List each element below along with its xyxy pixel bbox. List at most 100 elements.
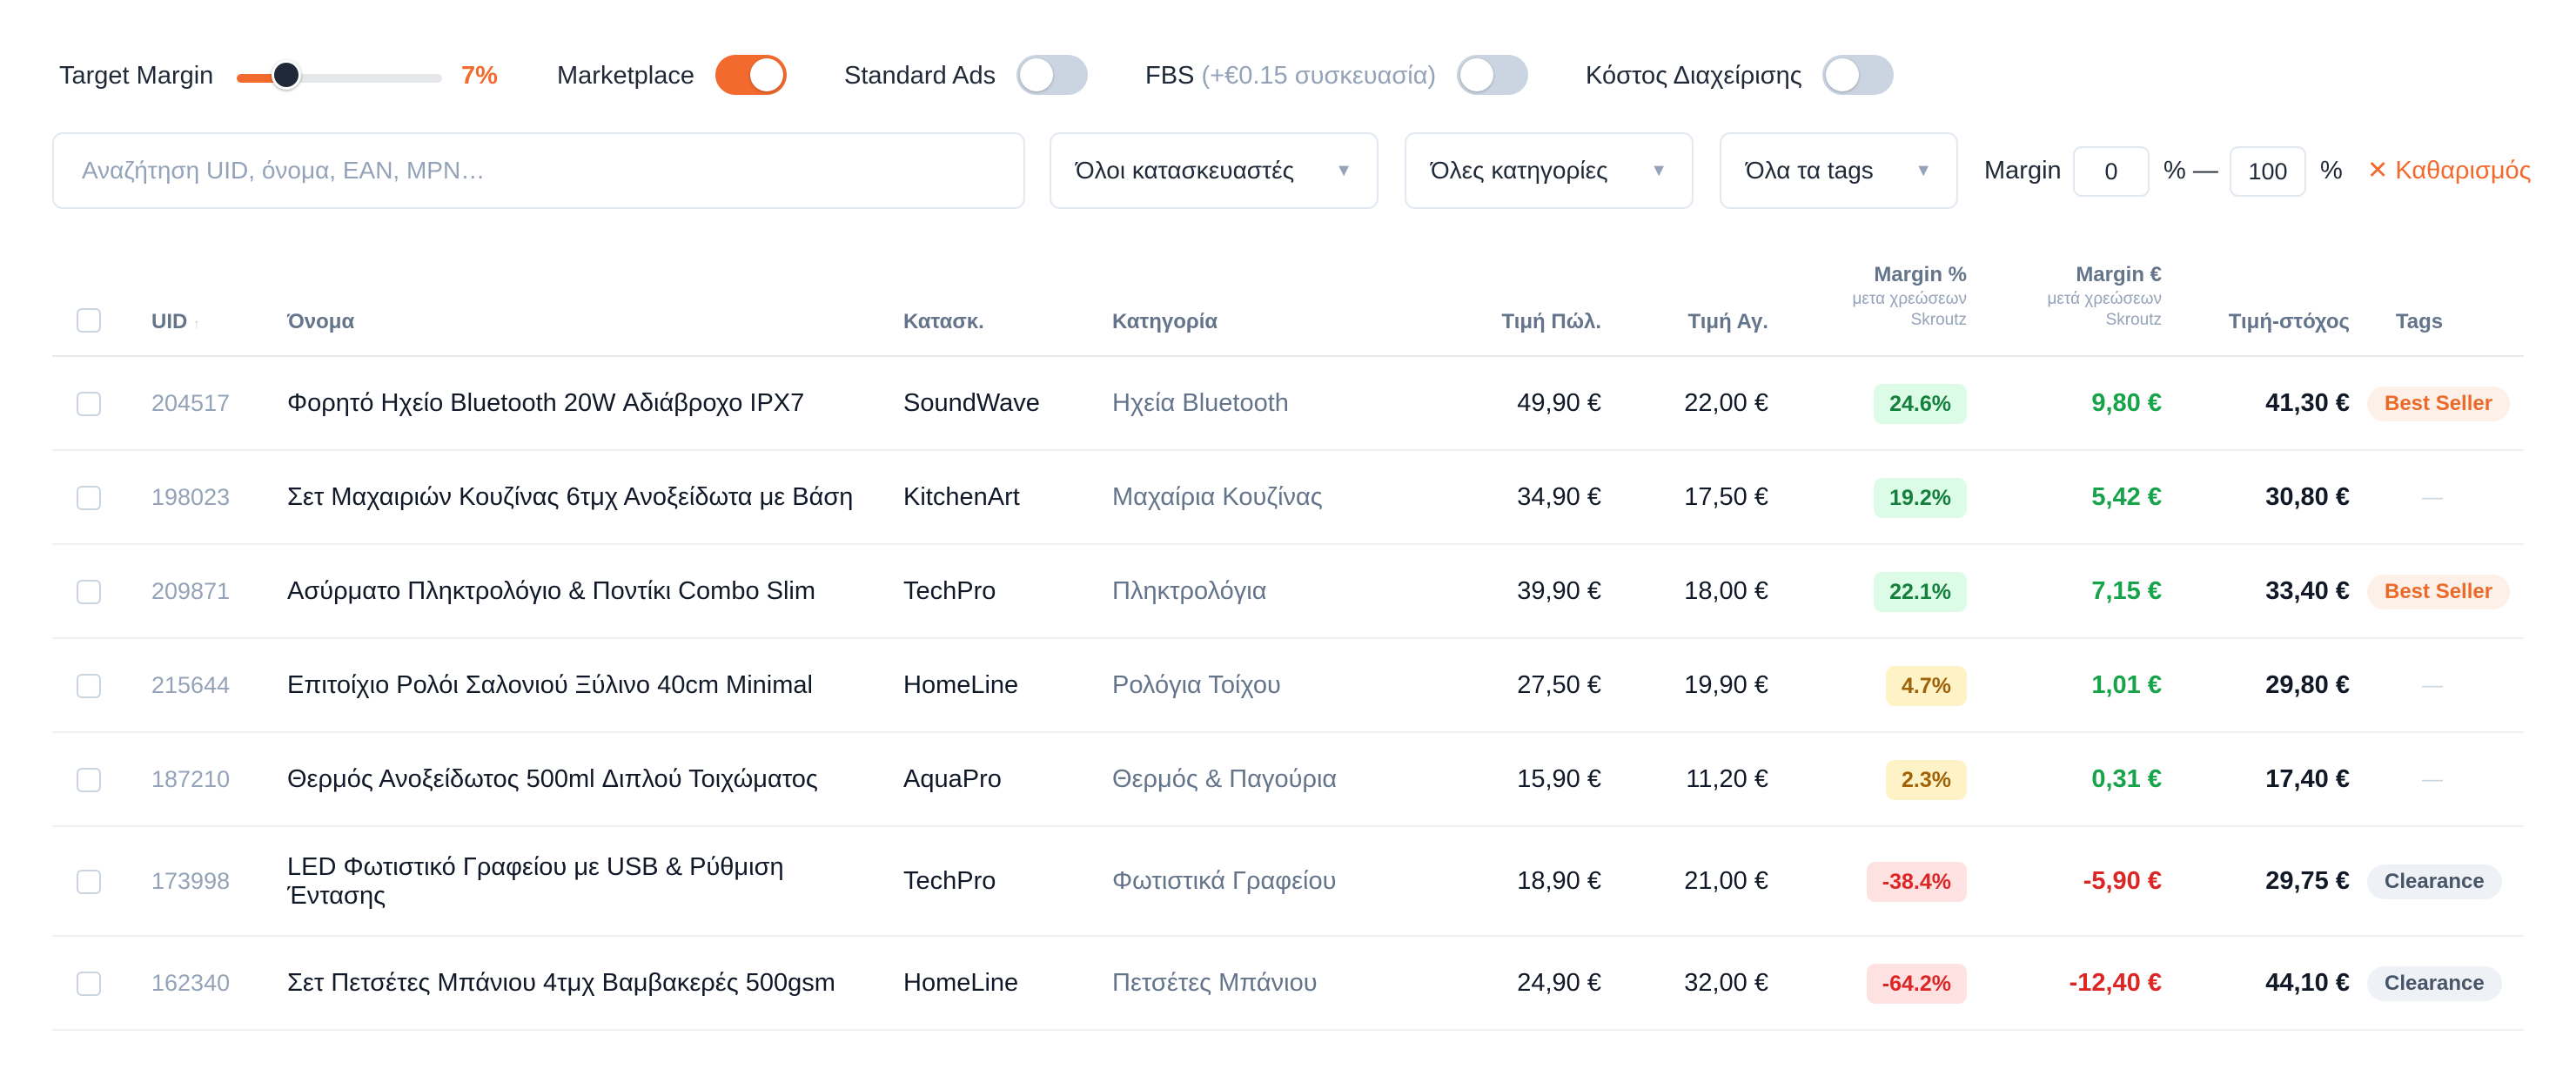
column-header-margin-eur-label: Margin € xyxy=(2076,263,2162,286)
row-manufacturer: TechPro xyxy=(903,577,996,605)
margin-min-input[interactable] xyxy=(2073,146,2150,197)
row-select-checkbox[interactable] xyxy=(77,486,101,510)
search-input[interactable] xyxy=(52,132,1025,209)
row-product-name[interactable]: Σετ Μαχαιριών Κουζίνας 6τμχ Ανοξείδωτα μ… xyxy=(287,483,854,511)
column-header-target-price[interactable]: Τιμή-στόχος xyxy=(2228,310,2350,333)
row-uid[interactable]: 204517 xyxy=(151,390,231,416)
column-header-manufacturer[interactable]: Κατασκ. xyxy=(903,310,984,333)
row-buy-price: 11,20 € xyxy=(1686,765,1768,793)
row-category: Ηχεία Bluetooth xyxy=(1112,389,1289,417)
row-category: Πετσέτες Μπάνιου xyxy=(1112,969,1318,997)
tags-select[interactable]: Όλα τα tags ▼ xyxy=(1720,132,1958,209)
handling-cost-toggle[interactable] xyxy=(1822,55,1894,95)
row-category: Θερμός & Παγούρια xyxy=(1112,765,1338,793)
row-manufacturer: SoundWave xyxy=(903,389,1040,417)
row-margin-euro: 5,42 € xyxy=(2091,483,2162,511)
margin-range-separator: % — xyxy=(2163,157,2218,185)
manufacturer-select[interactable]: Όλοι κατασκευαστές ▼ xyxy=(1050,132,1379,209)
row-target-price: 17,40 € xyxy=(2265,765,2350,793)
table-row[interactable]: 204517 Φορητό Ηχείο Bluetooth 20W Αδιάβρο… xyxy=(52,357,2524,451)
row-uid[interactable]: 209871 xyxy=(151,578,231,604)
table-row[interactable]: 173998 LED Φωτιστικό Γραφείου με USB & Ρύ… xyxy=(52,827,2524,937)
marketplace-label: Marketplace xyxy=(557,62,694,90)
row-margin-euro: -12,40 € xyxy=(2069,969,2162,997)
row-target-price: 29,75 € xyxy=(2265,867,2350,895)
row-margin-percent-badge: 4.7% xyxy=(1886,666,1967,706)
manufacturer-select-value: Όλοι κατασκευαστές xyxy=(1076,157,1295,184)
column-header-margin-eur[interactable]: Margin € μετά χρεώσεων Skroutz xyxy=(2047,261,2162,331)
table-row[interactable]: 198023 Σετ Μαχαιριών Κουζίνας 6τμχ Ανοξεί… xyxy=(52,451,2524,545)
margin-max-input[interactable] xyxy=(2230,146,2306,197)
column-header-buy-price[interactable]: Τιμή Αγ. xyxy=(1687,310,1768,333)
table-row[interactable]: 209871 Ασύρματο Πληκτρολόγιο & Ποντίκι Co… xyxy=(52,545,2524,639)
row-uid[interactable]: 173998 xyxy=(151,868,231,894)
row-select-checkbox[interactable] xyxy=(77,674,101,698)
target-margin-slider[interactable] xyxy=(237,74,442,83)
row-select-checkbox[interactable] xyxy=(77,768,101,792)
standard-ads-toggle[interactable] xyxy=(1016,55,1088,95)
row-uid[interactable]: 198023 xyxy=(151,484,231,510)
margin-range-label: Margin xyxy=(1984,157,2062,185)
row-category: Πληκτρολόγια xyxy=(1112,577,1267,605)
column-header-margin-pct-label: Margin % xyxy=(1874,263,1967,286)
row-category: Μαχαίρια Κουζίνας xyxy=(1112,483,1323,511)
row-target-price: 30,80 € xyxy=(2265,483,2350,511)
column-header-margin-eur-sub1: μετά χρεώσεων xyxy=(2047,290,2162,308)
row-tag-badge: — xyxy=(2422,486,2443,509)
column-header-margin-pct[interactable]: Margin % μετα χρεώσεων Skroutz xyxy=(1852,261,1967,331)
column-header-margin-eur-sub2: Skroutz xyxy=(2105,311,2162,329)
row-product-name[interactable]: LED Φωτιστικό Γραφείου με USB & Ρύθμιση … xyxy=(287,853,784,910)
column-header-tags[interactable]: Tags xyxy=(2395,310,2444,333)
row-product-name[interactable]: Φορητό Ηχείο Bluetooth 20W Αδιάβροχο IPX… xyxy=(287,389,805,417)
marketplace-toggle[interactable] xyxy=(715,55,787,95)
handling-cost-label: Κόστος Διαχείρισης xyxy=(1586,62,1802,90)
category-select[interactable]: Όλες κατηγορίες ▼ xyxy=(1405,132,1694,209)
row-select-checkbox[interactable] xyxy=(77,972,101,996)
table-row[interactable]: 187210 Θερμός Ανοξείδωτος 500ml Διπλού Το… xyxy=(52,733,2524,827)
table-row[interactable]: 162340 Σετ Πετσέτες Μπάνιου 4τμχ Βαμβακερ… xyxy=(52,937,2524,1031)
fbs-label-text: FBS xyxy=(1145,62,1195,90)
row-select-checkbox[interactable] xyxy=(77,392,101,416)
row-product-name[interactable]: Θερμός Ανοξείδωτος 500ml Διπλού Τοιχώματ… xyxy=(287,765,818,793)
row-sale-price: 34,90 € xyxy=(1517,483,1601,511)
row-tag-badge: Best Seller xyxy=(2367,387,2511,421)
target-margin-slider-thumb[interactable] xyxy=(271,60,301,90)
row-product-name[interactable]: Σετ Πετσέτες Μπάνιου 4τμχ Βαμβακερές 500… xyxy=(287,969,835,997)
pricing-controls-bar: Target Margin 7% Marketplace Standard Ad… xyxy=(0,0,2576,148)
fbs-toggle[interactable] xyxy=(1457,55,1528,95)
row-margin-percent-badge: -38.4% xyxy=(1866,862,1967,902)
column-header-category[interactable]: Κατηγορία xyxy=(1112,310,1218,333)
sort-ascending-icon: ↑ xyxy=(193,317,201,332)
row-buy-price: 19,90 € xyxy=(1684,671,1768,699)
column-header-margin-pct-sub2: Skroutz xyxy=(1910,311,1967,329)
row-margin-percent-badge: 22.1% xyxy=(1874,572,1967,612)
clear-filters-button[interactable]: ✕ Καθαρισμός xyxy=(2367,157,2532,185)
select-all-checkbox[interactable] xyxy=(77,308,101,333)
row-sale-price: 27,50 € xyxy=(1517,671,1601,699)
row-manufacturer: AquaPro xyxy=(903,765,1002,793)
row-product-name[interactable]: Επιτοίχιο Ρολόι Σαλονιού Ξύλινο 40cm Min… xyxy=(287,671,813,699)
row-tag-badge: Clearance xyxy=(2367,864,2502,899)
column-header-uid[interactable]: UID ↑ xyxy=(151,310,200,334)
row-category: Φωτιστικά Γραφείου xyxy=(1112,867,1337,895)
row-select-checkbox[interactable] xyxy=(77,580,101,604)
column-header-sale-price[interactable]: Τιμή Πώλ. xyxy=(1501,310,1601,333)
row-product-name[interactable]: Ασύρματο Πληκτρολόγιο & Ποντίκι Combo Sl… xyxy=(287,577,816,605)
column-header-uid-label: UID xyxy=(151,310,188,333)
toggle-knob xyxy=(1020,58,1053,91)
chevron-down-icon: ▼ xyxy=(1650,160,1667,180)
row-buy-price: 32,00 € xyxy=(1684,969,1768,997)
row-uid[interactable]: 162340 xyxy=(151,970,231,996)
row-category: Ρολόγια Τοίχου xyxy=(1112,671,1281,699)
table-row[interactable]: 215644 Επιτοίχιο Ρολόι Σαλονιού Ξύλινο 40… xyxy=(52,639,2524,733)
row-tag-badge: — xyxy=(2422,674,2443,697)
row-manufacturer: HomeLine xyxy=(903,671,1019,699)
row-select-checkbox[interactable] xyxy=(77,870,101,894)
chevron-down-icon: ▼ xyxy=(1915,160,1932,180)
row-uid[interactable]: 215644 xyxy=(151,672,231,698)
target-margin-label: Target Margin xyxy=(59,62,214,90)
row-target-price: 33,40 € xyxy=(2265,577,2350,605)
row-uid[interactable]: 187210 xyxy=(151,766,231,792)
row-manufacturer: KitchenArt xyxy=(903,483,1020,511)
column-header-name[interactable]: Όνομα xyxy=(287,310,355,333)
